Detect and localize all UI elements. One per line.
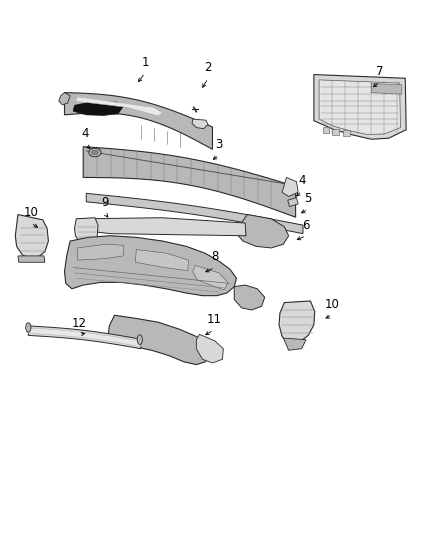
- Polygon shape: [283, 338, 306, 350]
- Polygon shape: [192, 119, 208, 128]
- Polygon shape: [279, 301, 315, 343]
- Ellipse shape: [92, 150, 99, 155]
- Polygon shape: [73, 101, 123, 115]
- Polygon shape: [75, 97, 162, 116]
- Polygon shape: [59, 93, 70, 105]
- Polygon shape: [343, 130, 350, 136]
- Polygon shape: [74, 217, 98, 245]
- Polygon shape: [28, 328, 141, 346]
- Polygon shape: [83, 217, 246, 236]
- Polygon shape: [28, 326, 141, 349]
- Polygon shape: [15, 215, 48, 259]
- Polygon shape: [288, 198, 298, 207]
- Text: 11: 11: [206, 313, 221, 326]
- Text: 9: 9: [101, 196, 109, 209]
- Text: 5: 5: [304, 192, 312, 205]
- Text: 8: 8: [211, 251, 218, 263]
- Text: 6: 6: [302, 219, 310, 231]
- Polygon shape: [322, 126, 329, 133]
- Polygon shape: [108, 316, 210, 365]
- Polygon shape: [319, 80, 400, 134]
- Text: 3: 3: [215, 138, 223, 151]
- Ellipse shape: [137, 335, 142, 344]
- Polygon shape: [234, 285, 265, 310]
- Text: 10: 10: [24, 206, 39, 219]
- Polygon shape: [64, 93, 212, 149]
- Text: 12: 12: [71, 317, 86, 330]
- Text: 7: 7: [376, 64, 384, 78]
- Polygon shape: [332, 128, 339, 135]
- Polygon shape: [196, 334, 223, 363]
- Text: 2: 2: [205, 61, 212, 74]
- Ellipse shape: [89, 148, 101, 157]
- Polygon shape: [314, 75, 406, 139]
- Polygon shape: [193, 265, 228, 290]
- Polygon shape: [371, 84, 402, 94]
- Text: 4: 4: [81, 127, 89, 140]
- Polygon shape: [64, 236, 237, 296]
- Text: 10: 10: [325, 298, 339, 311]
- Polygon shape: [237, 215, 289, 248]
- Polygon shape: [86, 193, 303, 233]
- Polygon shape: [282, 177, 298, 197]
- Ellipse shape: [26, 322, 31, 332]
- Polygon shape: [78, 244, 123, 260]
- Text: 4: 4: [298, 174, 305, 187]
- Text: 1: 1: [141, 56, 149, 69]
- Polygon shape: [135, 249, 188, 271]
- Polygon shape: [18, 256, 45, 262]
- Polygon shape: [83, 147, 296, 217]
